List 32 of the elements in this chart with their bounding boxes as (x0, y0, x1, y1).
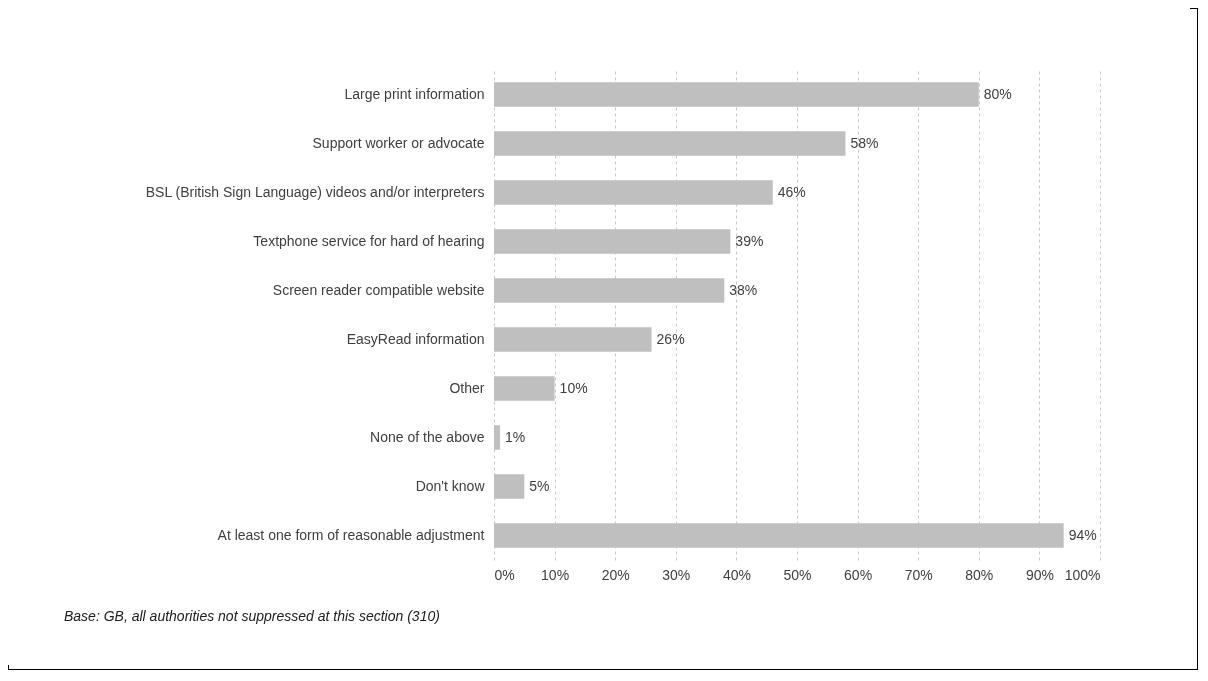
y-tick-label: Other (449, 379, 485, 396)
x-tick-label: 20% (601, 566, 630, 583)
x-tick-label: 10% (541, 566, 570, 583)
x-tick-label: 0% (494, 566, 515, 583)
y-tick-label: None of the above (370, 428, 485, 445)
y-tick-label: Don't know (415, 477, 486, 494)
y-tick-label: Support worker or advocate (312, 134, 485, 151)
y-tick-label: Textphone service for hard of hearing (253, 232, 485, 249)
data-label: 58% (850, 134, 879, 151)
x-tick-label: 30% (662, 566, 691, 583)
data-label: 94% (1068, 526, 1097, 543)
x-tick-label: 100% (1064, 566, 1101, 583)
y-tick-label: Screen reader compatible website (272, 281, 485, 298)
data-label: 5% (529, 477, 550, 494)
x-tick-label: 50% (783, 566, 812, 583)
data-label: 1% (505, 428, 526, 445)
data-label: 39% (735, 232, 764, 249)
data-label: 46% (777, 183, 806, 200)
data-label: 38% (729, 281, 758, 298)
y-tick-label: At least one form of reasonable adjustment (217, 526, 485, 543)
x-tick-label: 90% (1025, 566, 1054, 583)
x-tick-label: 80% (965, 566, 994, 583)
data-label: 26% (656, 330, 685, 347)
x-tick-label: 40% (722, 566, 751, 583)
y-tick-label: BSL (British Sign Language) videos and/or interpreters (145, 183, 485, 200)
y-tick-label: EasyRead information (346, 330, 485, 347)
y-tick-label: Large print information (344, 85, 485, 102)
data-label: 80% (983, 85, 1012, 102)
data-label: 10% (559, 379, 588, 396)
text: Base: GB, all authorities not suppressed at this section (310) (64, 608, 440, 624)
x-tick-label: 60% (844, 566, 873, 583)
x-tick-label: 70% (904, 566, 933, 583)
